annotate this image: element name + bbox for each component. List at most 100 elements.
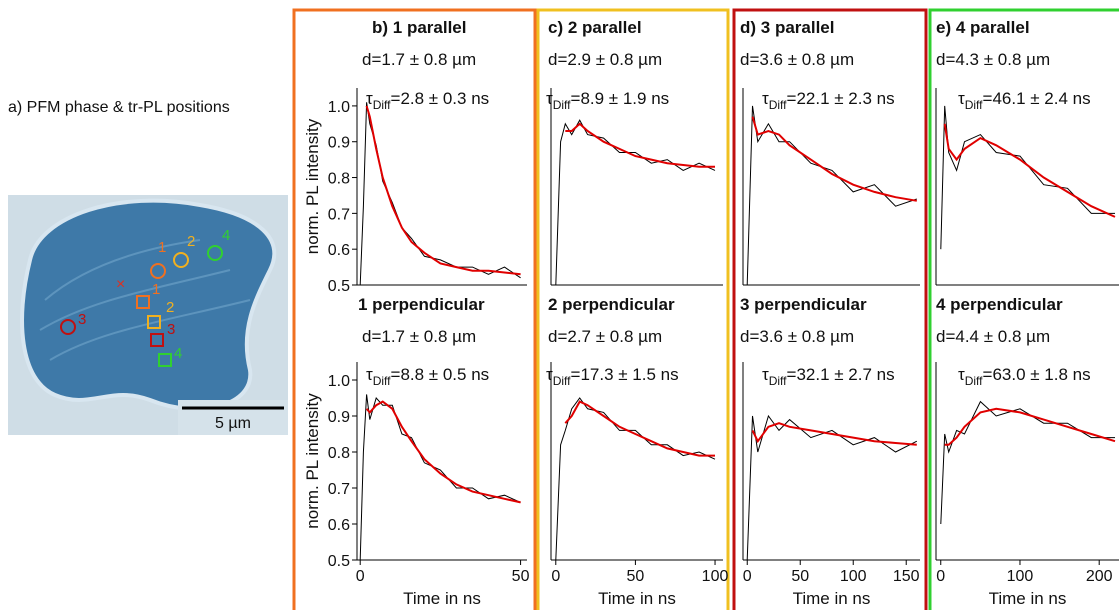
fit-line (944, 407, 1116, 446)
annotation-text: =22.1 ± 2.3 ns (787, 89, 895, 108)
y-tick-label: 0.9 (328, 135, 350, 152)
data-line (940, 105, 1115, 250)
fit-line (365, 400, 521, 504)
image-title: a) PFM phase & tr-PL positions (8, 99, 230, 116)
x-tick-label: 150 (893, 568, 920, 585)
annotation-text: =46.1 ± 2.4 ns (983, 89, 1091, 108)
marker-label: 2 (187, 233, 195, 250)
panel-title: c) 2 parallel (548, 18, 642, 37)
panel-title: e) 4 parallel (936, 18, 1030, 37)
x-axis-label: Time in ns (793, 589, 871, 608)
annotation: τDiff=46.1 ± 2.4 ns (958, 89, 1091, 112)
panel-frame (928, 8, 1119, 610)
annotation-text: =63.0 ± 1.8 ns (983, 365, 1091, 384)
panel-title: 3 perpendicular (740, 295, 867, 314)
panel-frame (732, 8, 928, 610)
annotation: τDiff=63.0 ± 1.8 ns (958, 365, 1091, 388)
panel-title: 2 perpendicular (548, 295, 675, 314)
fit-line (751, 422, 917, 446)
panel-frame (536, 8, 730, 610)
annotation: τDiff=8.9 ± 1.9 ns (546, 89, 669, 112)
annotation-subscript: Diff (965, 374, 983, 388)
y-tick-label: 0.7 (328, 481, 350, 498)
y-tick-label: 0.8 (328, 171, 350, 188)
y-tick-label: 0.8 (328, 445, 350, 462)
annotation-symbol: τ (762, 89, 769, 108)
panel-subtitle: d=3.6 ± 0.8 µm (740, 50, 854, 69)
marker (136, 295, 150, 309)
x-tick-label: 100 (840, 568, 867, 585)
marker-label: 3 (167, 321, 175, 338)
scale-box (178, 400, 288, 435)
data-line (940, 400, 1115, 525)
panel-subtitle: d=1.7 ± 0.8 µm (362, 327, 476, 346)
panel-title: b) 1 parallel (372, 18, 466, 37)
marker-label: 4 (174, 345, 182, 362)
annotation-text: =2.8 ± 0.3 ns (391, 89, 490, 108)
y-tick-label: 0.6 (328, 517, 350, 534)
fit-line (751, 116, 917, 202)
annotation-subscript: Diff (769, 374, 787, 388)
y-axis-label: norm. PL intensity (303, 118, 322, 254)
annotation-text: =32.1 ± 2.7 ns (787, 365, 895, 384)
annotation-subscript: Diff (965, 98, 983, 112)
y-tick-label: 0.6 (328, 242, 350, 259)
panel-subtitle: d=1.7 ± 0.8 µm (362, 50, 476, 69)
x-tick-label: 100 (702, 568, 729, 585)
y-tick-label: 0.7 (328, 206, 350, 223)
y-tick-label: 1.0 (328, 99, 350, 116)
x-axis-label: Time in ns (989, 589, 1067, 608)
panel-subtitle: d=4.3 ± 0.8 µm (936, 50, 1050, 69)
panel-subtitle: d=2.9 ± 0.8 µm (548, 50, 662, 69)
annotation: τDiff=17.3 ± 1.5 ns (546, 365, 679, 388)
scale-label: 5 µm (215, 415, 251, 432)
y-axis-label: norm. PL intensity (303, 393, 322, 529)
marker-label: 1 (152, 281, 160, 298)
x-tick-label: 0 (936, 568, 945, 585)
fit-line (943, 123, 1116, 218)
domain-stripes (39, 239, 251, 361)
annotation: τDiff=22.1 ± 2.3 ns (762, 89, 895, 112)
panel-subtitle: d=3.6 ± 0.8 µm (740, 327, 854, 346)
panel-title: d) 3 parallel (740, 18, 834, 37)
x-tick-label: 50 (627, 568, 645, 585)
panel-subtitle: d=2.7 ± 0.8 µm (548, 327, 662, 346)
panel-subtitle: d=4.4 ± 0.8 µm (936, 327, 1050, 346)
y-tick-label: 0.9 (328, 409, 350, 426)
annotation-symbol: τ (958, 89, 965, 108)
annotation: τDiff=8.8 ± 0.5 ns (366, 365, 489, 388)
annotation-subscript: Diff (373, 374, 391, 388)
fit-line (365, 105, 521, 276)
marker-label: 3 (78, 311, 86, 328)
x-tick-label: 100 (1007, 568, 1034, 585)
fit-line (565, 122, 715, 168)
marker (173, 252, 189, 268)
annotation-text: =8.9 ± 1.9 ns (571, 89, 670, 108)
marker (150, 333, 164, 347)
panel-title: 1 perpendicular (358, 295, 485, 314)
cross: × (116, 276, 125, 293)
marker-label: 4 (222, 227, 230, 244)
annotation-text: =8.8 ± 0.5 ns (391, 365, 490, 384)
y-tick-label: 0.5 (328, 278, 350, 295)
x-axis-label: Time in ns (598, 589, 676, 608)
marker (60, 319, 76, 335)
data-line (555, 119, 716, 286)
annotation-symbol: τ (366, 365, 373, 384)
marker (158, 353, 172, 367)
annotation: τDiff=2.8 ± 0.3 ns (366, 89, 489, 112)
annotation-symbol: τ (762, 365, 769, 384)
marker-label: 1 (158, 239, 166, 256)
annotation: τDiff=32.1 ± 2.7 ns (762, 365, 895, 388)
marker (150, 263, 166, 279)
data-line (359, 102, 521, 286)
annotation-symbol: τ (958, 365, 965, 384)
data-line (359, 394, 521, 561)
data-line (555, 397, 716, 561)
annotation-symbol: τ (546, 89, 553, 108)
x-tick-label: 0 (551, 568, 560, 585)
x-tick-label: 200 (1086, 568, 1113, 585)
panel-title: 4 perpendicular (936, 295, 1063, 314)
y-tick-label: 1.0 (328, 373, 350, 390)
